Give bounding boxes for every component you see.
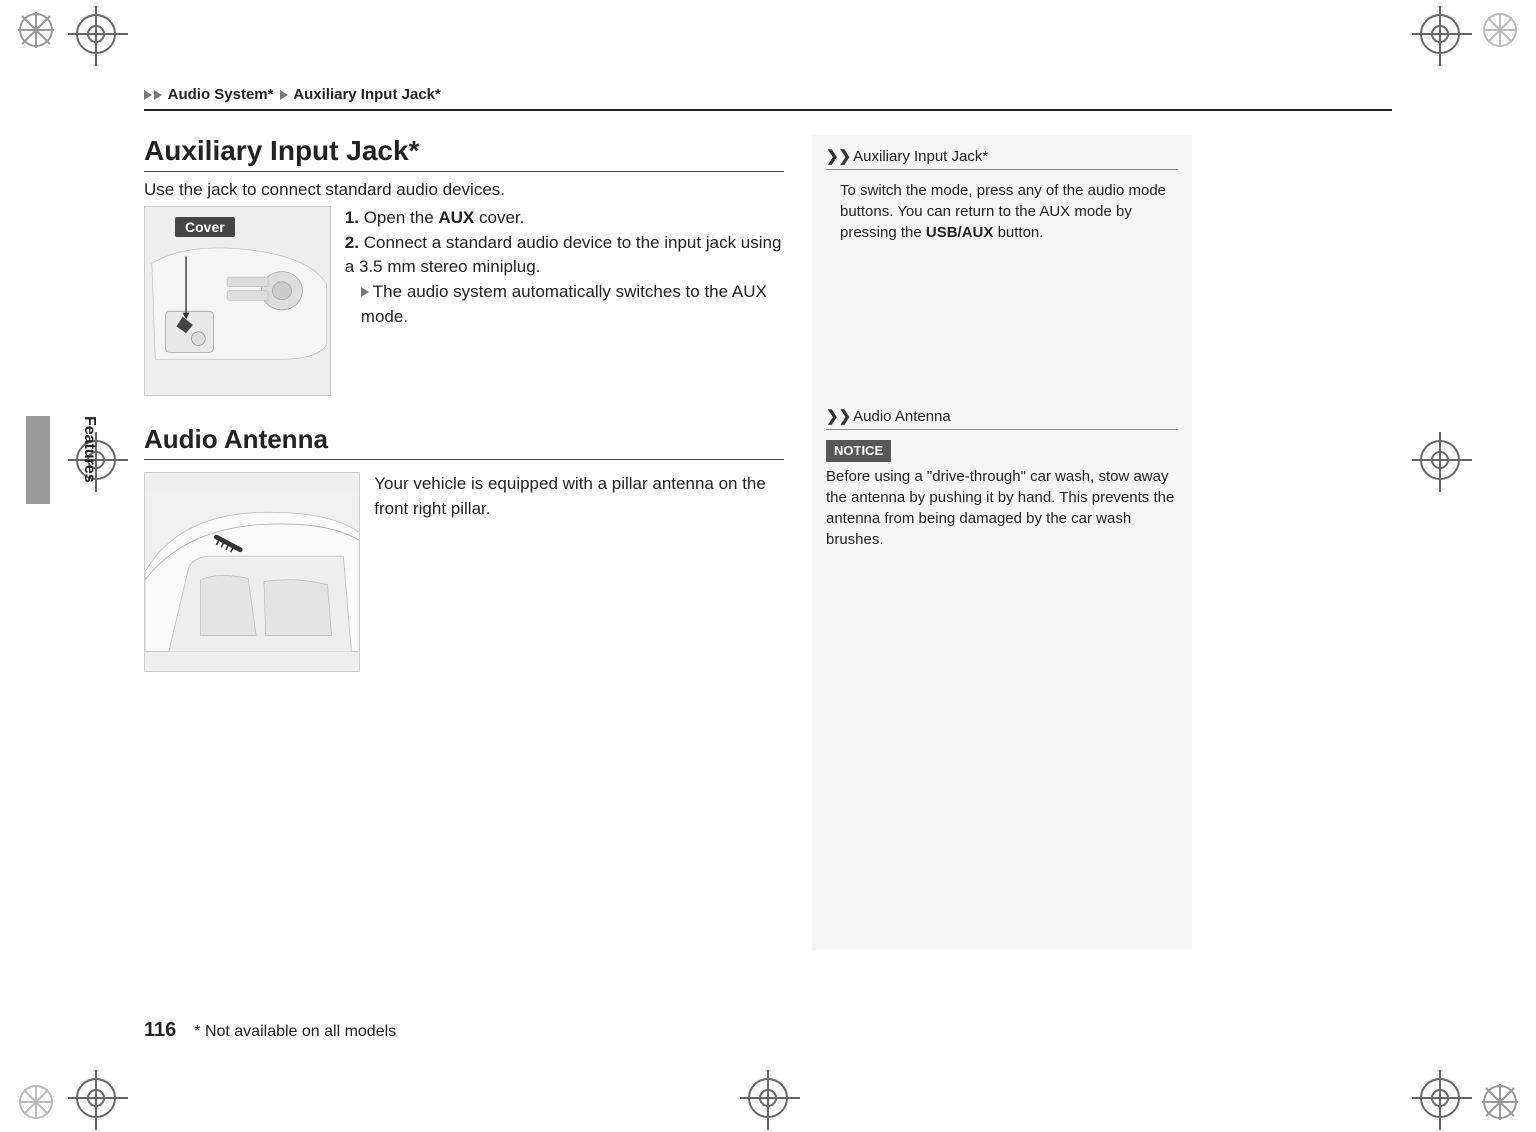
section-title: Auxiliary Input Jack* bbox=[144, 135, 784, 167]
sidebar-body: NOTICE Before using a "drive-through" ca… bbox=[826, 440, 1178, 550]
corner-mark-icon bbox=[16, 10, 56, 50]
tab-background bbox=[26, 416, 50, 504]
sidebar-body: To switch the mode, press any of the aud… bbox=[826, 180, 1178, 243]
registration-mark bbox=[748, 1078, 788, 1118]
breadcrumb: Audio System* Auxiliary Input Jack* bbox=[144, 86, 1392, 111]
aux-jack-illustration: Cover bbox=[144, 206, 331, 396]
corner-mark-icon bbox=[1480, 1082, 1520, 1122]
footnote: * Not available on all models bbox=[194, 1023, 396, 1041]
cover-label: Cover bbox=[175, 217, 235, 237]
antenna-illustration bbox=[144, 472, 360, 672]
page-content: Audio System* Auxiliary Input Jack* Feat… bbox=[144, 86, 1392, 1046]
sidebar-column: ❯❯Auxiliary Input Jack* To switch the mo… bbox=[812, 135, 1192, 950]
steps-list: 1. Open the AUX cover. 2. Connect a stan… bbox=[345, 206, 784, 396]
horizontal-rule bbox=[144, 171, 784, 172]
triangle-icon bbox=[361, 287, 369, 297]
step-number: 2. bbox=[345, 233, 359, 252]
section-title: Audio Antenna bbox=[144, 424, 784, 455]
page-footer: 116 * Not available on all models bbox=[144, 1019, 1392, 1042]
horizontal-rule bbox=[826, 429, 1178, 430]
page-number: 116 bbox=[144, 1019, 176, 1042]
registration-mark bbox=[76, 1078, 116, 1118]
step-1: 1. Open the AUX cover. bbox=[345, 206, 784, 231]
double-chevron-icon: ❯❯ bbox=[826, 148, 851, 165]
triangle-icon bbox=[144, 90, 152, 100]
registration-mark bbox=[1420, 440, 1460, 480]
tab-label: Features bbox=[80, 416, 98, 483]
sidebar-heading: ❯❯Auxiliary Input Jack* bbox=[826, 147, 1178, 165]
sidebar-heading: ❯❯Audio Antenna bbox=[826, 407, 1178, 425]
section-body: Your vehicle is equipped with a pillar a… bbox=[374, 472, 784, 672]
notice-badge: NOTICE bbox=[826, 440, 891, 462]
corner-mark-icon bbox=[16, 1082, 56, 1122]
registration-mark bbox=[1420, 1078, 1460, 1118]
horizontal-rule bbox=[144, 459, 784, 460]
step-2: 2. Connect a standard audio device to th… bbox=[345, 231, 784, 280]
triangle-icon bbox=[154, 90, 162, 100]
step-number: 1. bbox=[345, 208, 359, 227]
corner-mark-icon bbox=[1480, 10, 1520, 50]
registration-mark bbox=[1420, 14, 1460, 54]
breadcrumb-level-2: Auxiliary Input Jack* bbox=[293, 86, 441, 103]
registration-mark bbox=[76, 14, 116, 54]
triangle-icon bbox=[280, 90, 288, 100]
horizontal-rule bbox=[826, 169, 1178, 170]
section-intro: Use the jack to connect standard audio d… bbox=[144, 180, 784, 200]
step-note: The audio system automatically switches … bbox=[361, 280, 784, 329]
double-chevron-icon: ❯❯ bbox=[826, 408, 851, 425]
main-column: Auxiliary Input Jack* Use the jack to co… bbox=[144, 135, 784, 950]
breadcrumb-level-1: Audio System* bbox=[168, 86, 274, 103]
